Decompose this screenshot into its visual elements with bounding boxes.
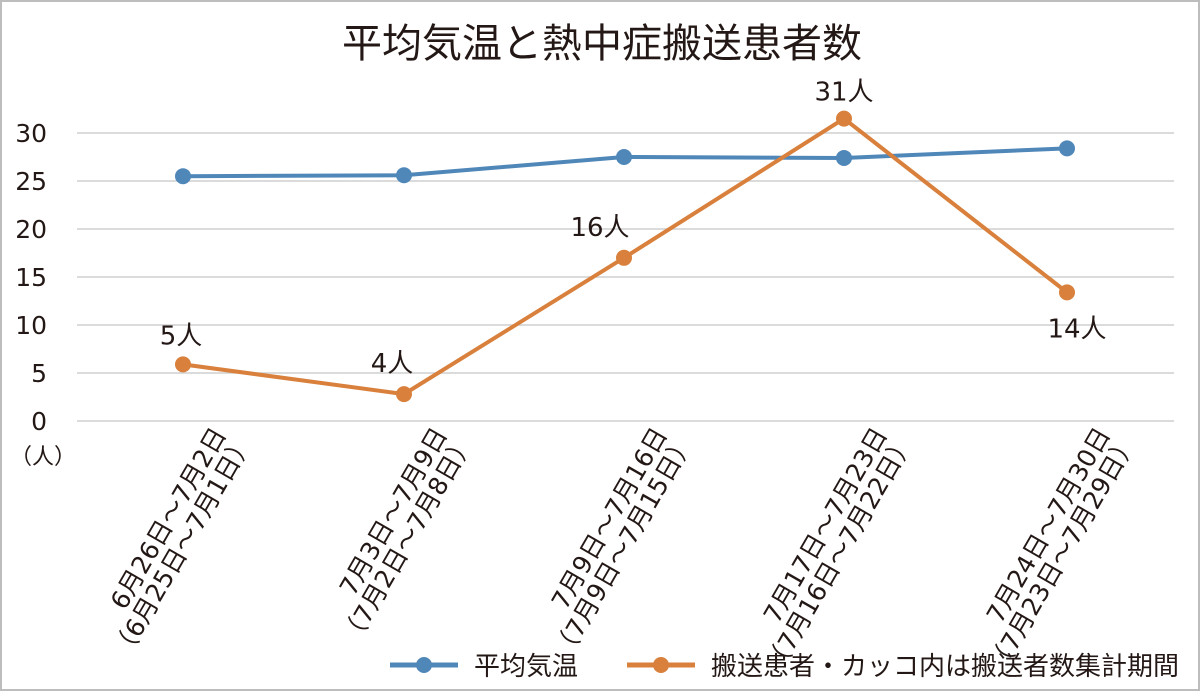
y-tick-label: 5 bbox=[31, 359, 47, 388]
data-label: 4人 bbox=[371, 349, 414, 379]
legend-marker bbox=[653, 657, 669, 673]
chart-title: 平均気温と熱中症搬送患者数 bbox=[342, 21, 862, 67]
data-label: 16人 bbox=[570, 213, 629, 243]
data-label: 14人 bbox=[1047, 314, 1106, 344]
data-point bbox=[616, 149, 632, 165]
x-tick-label: 7月24日～7月30日（7月23日～7月29日） bbox=[960, 416, 1143, 678]
data-point bbox=[836, 149, 852, 166]
data-point bbox=[396, 167, 412, 184]
x-tick-label: 7月9日～7月16日（7月9日～7月15日） bbox=[525, 416, 700, 664]
data-point bbox=[175, 168, 191, 185]
y-tick-label: 0 bbox=[31, 407, 47, 436]
x-tick-label: 7月17日～7月23日（7月16日～7月22日） bbox=[737, 416, 920, 678]
legend-label: 搬送患者・カッコ内は搬送者数集計期間 bbox=[711, 652, 1179, 682]
data-point bbox=[1059, 140, 1075, 157]
y-tick-label: 25 bbox=[15, 167, 47, 196]
data-point bbox=[175, 356, 191, 373]
x-tick-label-line: （7月23日～7月29日） bbox=[983, 429, 1143, 678]
legend-label: 平均気温 bbox=[474, 652, 578, 682]
x-tick-label-line: （7月16日～7月22日） bbox=[760, 429, 920, 678]
data-point bbox=[616, 249, 632, 266]
x-tick-label: 7月3日～7月9日（7月2日～7月8日） bbox=[313, 416, 480, 650]
data-point bbox=[1059, 284, 1075, 301]
y-tick-label: 30 bbox=[15, 119, 47, 148]
legend-marker bbox=[416, 657, 432, 673]
data-point bbox=[396, 386, 412, 403]
data-label: 5人 bbox=[160, 321, 203, 351]
y-axis-unit: （人） bbox=[10, 445, 76, 470]
x-tick-label: 6月26日～7月2日（6月25日～7月1日） bbox=[84, 416, 259, 664]
y-tick-label: 15 bbox=[15, 263, 47, 292]
y-tick-label: 20 bbox=[15, 215, 47, 244]
data-label: 31人 bbox=[814, 78, 873, 108]
y-tick-label: 10 bbox=[15, 311, 47, 340]
data-point bbox=[836, 110, 852, 127]
